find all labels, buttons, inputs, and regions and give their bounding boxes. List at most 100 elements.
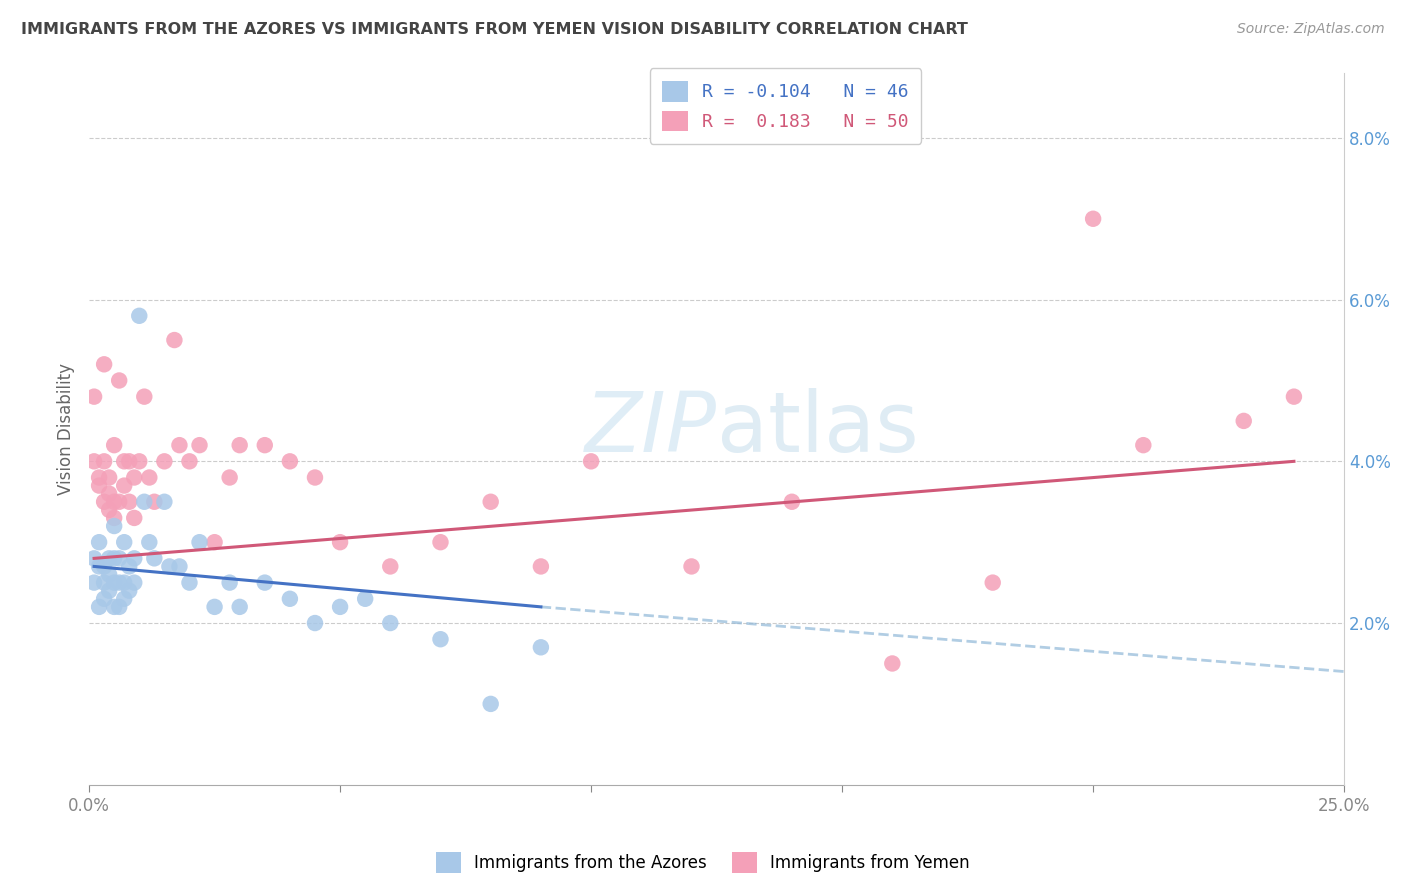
Point xyxy=(169,438,191,452)
Point xyxy=(228,599,250,614)
Point xyxy=(134,390,156,404)
Point xyxy=(981,575,1004,590)
Point xyxy=(188,535,211,549)
Point xyxy=(380,615,402,630)
Point xyxy=(122,511,145,525)
Point xyxy=(93,591,115,606)
Text: IMMIGRANTS FROM THE AZORES VS IMMIGRANTS FROM YEMEN VISION DISABILITY CORRELATIO: IMMIGRANTS FROM THE AZORES VS IMMIGRANTS… xyxy=(21,22,967,37)
Point xyxy=(278,591,301,606)
Point xyxy=(108,374,131,388)
Point xyxy=(108,551,131,566)
Point xyxy=(329,535,352,549)
Point xyxy=(93,495,115,509)
Point xyxy=(112,591,135,606)
Point xyxy=(304,470,326,484)
Point xyxy=(218,575,240,590)
Point xyxy=(122,470,145,484)
Y-axis label: Vision Disability: Vision Disability xyxy=(58,363,75,495)
Point xyxy=(93,454,115,468)
Point xyxy=(103,519,125,533)
Point xyxy=(128,309,150,323)
Point xyxy=(83,575,105,590)
Point xyxy=(112,454,135,468)
Point xyxy=(128,454,150,468)
Point xyxy=(882,657,904,671)
Point xyxy=(1233,414,1256,428)
Point xyxy=(354,591,377,606)
Point xyxy=(530,559,553,574)
Point xyxy=(112,535,135,549)
Text: ZIP: ZIP xyxy=(585,389,717,469)
Point xyxy=(122,575,145,590)
Point xyxy=(157,559,180,574)
Point xyxy=(83,390,105,404)
Point xyxy=(112,478,135,492)
Point xyxy=(108,575,131,590)
Point xyxy=(204,599,226,614)
Point xyxy=(228,438,250,452)
Point xyxy=(1081,211,1104,226)
Point xyxy=(138,470,160,484)
Point xyxy=(87,470,110,484)
Point xyxy=(98,503,121,517)
Point xyxy=(780,495,803,509)
Point xyxy=(429,535,451,549)
Point xyxy=(163,333,186,347)
Point xyxy=(253,438,276,452)
Point xyxy=(103,575,125,590)
Point xyxy=(143,551,166,566)
Legend: R = -0.104   N = 46, R =  0.183   N = 50: R = -0.104 N = 46, R = 0.183 N = 50 xyxy=(650,68,921,144)
Point xyxy=(87,535,110,549)
Point xyxy=(380,559,402,574)
Point xyxy=(218,470,240,484)
Point xyxy=(681,559,703,574)
Point xyxy=(118,495,141,509)
Point xyxy=(87,478,110,492)
Point xyxy=(108,495,131,509)
Point xyxy=(83,454,105,468)
Point xyxy=(179,454,201,468)
Point xyxy=(1282,390,1305,404)
Point xyxy=(98,470,121,484)
Point xyxy=(179,575,201,590)
Text: atlas: atlas xyxy=(717,389,918,469)
Point xyxy=(530,640,553,655)
Point xyxy=(87,559,110,574)
Point xyxy=(479,697,502,711)
Legend: Immigrants from the Azores, Immigrants from Yemen: Immigrants from the Azores, Immigrants f… xyxy=(429,846,977,880)
Point xyxy=(87,599,110,614)
Point xyxy=(93,559,115,574)
Point xyxy=(103,599,125,614)
Point xyxy=(98,567,121,582)
Point xyxy=(579,454,602,468)
Point xyxy=(143,495,166,509)
Point xyxy=(103,511,125,525)
Point xyxy=(479,495,502,509)
Point xyxy=(118,559,141,574)
Point xyxy=(134,495,156,509)
Point xyxy=(1132,438,1154,452)
Point xyxy=(93,357,115,371)
Point xyxy=(153,495,176,509)
Point xyxy=(153,454,176,468)
Point xyxy=(103,495,125,509)
Point xyxy=(103,438,125,452)
Point xyxy=(278,454,301,468)
Point xyxy=(83,551,105,566)
Point xyxy=(103,551,125,566)
Point xyxy=(204,535,226,549)
Point xyxy=(138,535,160,549)
Point xyxy=(329,599,352,614)
Point xyxy=(304,615,326,630)
Text: Source: ZipAtlas.com: Source: ZipAtlas.com xyxy=(1237,22,1385,37)
Point xyxy=(188,438,211,452)
Point xyxy=(118,454,141,468)
Point xyxy=(112,575,135,590)
Point xyxy=(93,575,115,590)
Point xyxy=(98,583,121,598)
Point xyxy=(169,559,191,574)
Point xyxy=(429,632,451,647)
Point xyxy=(98,486,121,500)
Point xyxy=(108,599,131,614)
Point xyxy=(118,583,141,598)
